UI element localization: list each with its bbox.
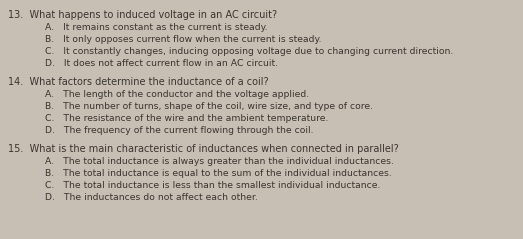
Text: 14.  What factors determine the inductance of a coil?: 14. What factors determine the inductanc…: [8, 77, 269, 87]
Text: C.   It constantly changes, inducing opposing voltage due to changing current di: C. It constantly changes, inducing oppos…: [45, 47, 453, 56]
Text: D.   It does not affect current flow in an AC circuit.: D. It does not affect current flow in an…: [45, 59, 278, 68]
Text: B.   The number of turns, shape of the coil, wire size, and type of core.: B. The number of turns, shape of the coi…: [45, 102, 373, 111]
Text: B.   It only opposes current flow when the current is steady.: B. It only opposes current flow when the…: [45, 35, 322, 44]
Text: A.   It remains constant as the current is steady.: A. It remains constant as the current is…: [45, 23, 268, 32]
Text: A.   The length of the conductor and the voltage applied.: A. The length of the conductor and the v…: [45, 90, 309, 99]
Text: C.   The total inductance is less than the smallest individual inductance.: C. The total inductance is less than the…: [45, 181, 380, 190]
Text: A.   The total inductance is always greater than the individual inductances.: A. The total inductance is always greate…: [45, 157, 394, 166]
Text: D.   The frequency of the current flowing through the coil.: D. The frequency of the current flowing …: [45, 126, 313, 135]
Text: C.   The resistance of the wire and the ambient temperature.: C. The resistance of the wire and the am…: [45, 114, 328, 123]
Text: B.   The total inductance is equal to the sum of the individual inductances.: B. The total inductance is equal to the …: [45, 169, 392, 178]
Text: D.   The inductances do not affect each other.: D. The inductances do not affect each ot…: [45, 193, 258, 202]
Text: 15.  What is the main characteristic of inductances when connected in parallel?: 15. What is the main characteristic of i…: [8, 144, 399, 154]
Text: 13.  What happens to induced voltage in an AC circuit?: 13. What happens to induced voltage in a…: [8, 10, 277, 20]
